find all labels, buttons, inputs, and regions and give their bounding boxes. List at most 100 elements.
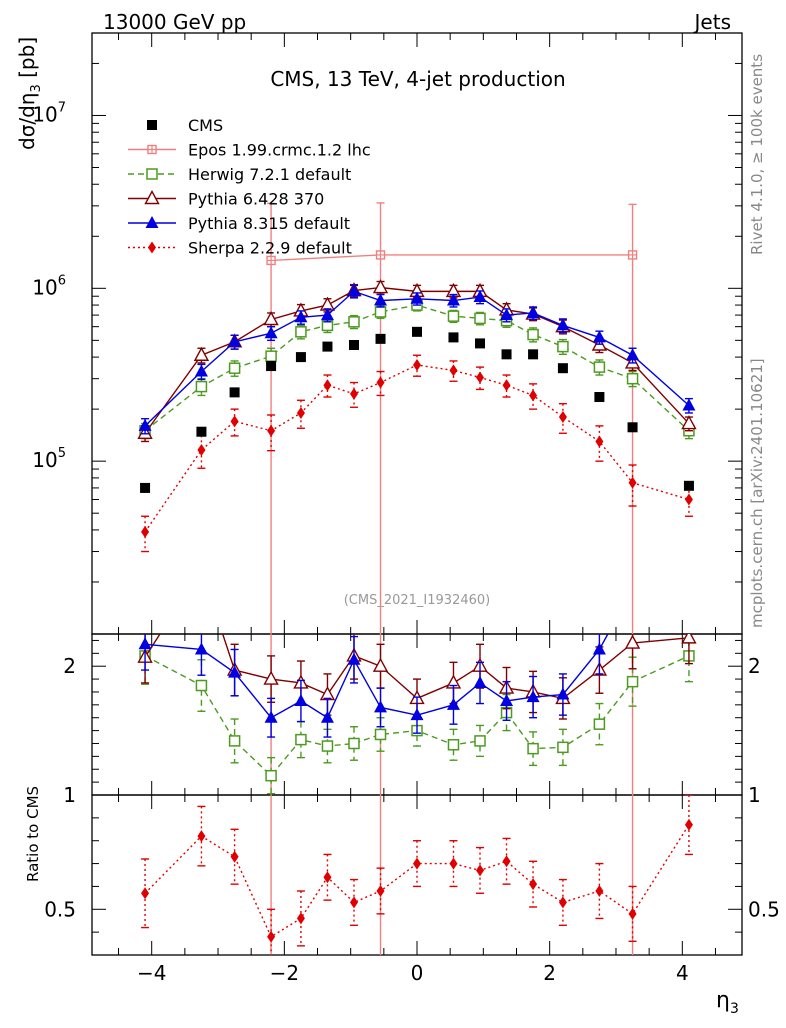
data-point-cms — [557, 363, 568, 374]
data-point-herwig — [557, 340, 569, 353]
data-point-pythia8 — [320, 710, 334, 723]
data-point-cms — [348, 339, 359, 350]
series-pythia8 — [138, 284, 696, 435]
data-point-herwig — [348, 316, 360, 328]
data-point-pythia8 — [374, 700, 388, 713]
data-point-herwig — [374, 306, 387, 318]
data-point-sherpa — [349, 896, 358, 909]
data-point-sherpa — [476, 864, 485, 877]
data-point-sherpa — [197, 444, 206, 457]
data-point-herwig — [228, 362, 241, 374]
x-tick-label: −2 — [270, 961, 299, 985]
y-tick-label: 106 — [32, 273, 66, 299]
data-point-cms — [683, 480, 694, 491]
data-point-pythia6 — [263, 311, 279, 326]
data-point-pythia6 — [372, 279, 389, 294]
data-point-sherpa — [502, 379, 511, 392]
data-point-pythia8 — [194, 642, 208, 655]
legend-item-pythia8: Pythia 8.315 default — [128, 214, 350, 233]
data-point-pythia6 — [193, 346, 210, 361]
data-point-sherpa — [230, 415, 239, 428]
data-point-sherpa — [376, 885, 385, 897]
data-point-herwig — [348, 737, 360, 750]
data-point-herwig — [557, 741, 569, 754]
data-point-cms — [448, 332, 459, 343]
data-point-pythia8 — [138, 418, 152, 431]
header-category-label: Jets — [693, 10, 731, 34]
data-point-cms — [140, 482, 151, 493]
legend-label-pythia8: Pythia 8.315 default — [188, 214, 350, 233]
data-point-pythia8 — [410, 291, 424, 304]
data-point-pythia8 — [592, 330, 606, 343]
data-point-cms — [266, 361, 277, 372]
data-point-sherpa — [141, 525, 150, 538]
data-point-pythia8 — [446, 293, 460, 306]
legend-label-cms: CMS — [188, 116, 223, 135]
data-point-pythia8 — [556, 318, 570, 331]
data-point-cms — [501, 349, 512, 360]
data-point-herwig — [527, 742, 539, 755]
data-point-pythia6 — [372, 657, 389, 672]
data-point-pythia8 — [626, 348, 640, 361]
data-point-pythia8 — [145, 216, 159, 228]
data-point-pythia8 — [592, 642, 606, 655]
x-tick-label: 2 — [543, 961, 556, 985]
data-point-sherpa — [296, 912, 305, 925]
data-point-sherpa — [230, 850, 239, 863]
ratio-y-axis-label: Ratio to CMS — [24, 786, 42, 882]
data-point-pythia6 — [681, 415, 697, 430]
data-point-sherpa — [148, 241, 156, 254]
legend-item-sherpa: Sherpa 2.2.9 default — [128, 239, 352, 258]
data-point-cms — [528, 349, 539, 360]
data-point-herwig — [295, 326, 307, 338]
ratio-tick-label: 1 — [748, 783, 761, 807]
legend-item-pythia6: Pythia 6.428 370 — [128, 190, 324, 209]
data-point-pythia8 — [526, 305, 540, 318]
data-point-cms — [594, 392, 605, 403]
data-point-sherpa — [267, 424, 276, 437]
data-point-pythia8 — [682, 398, 696, 411]
data-point-pythia8 — [473, 290, 487, 303]
legend-label-sherpa: Sherpa 2.2.9 default — [188, 239, 352, 258]
series-cms — [140, 326, 694, 493]
data-point-pythia6 — [624, 634, 641, 649]
main-plot-area — [137, 202, 697, 634]
data-point-sherpa — [413, 359, 421, 372]
data-point-herwig — [195, 380, 208, 393]
ratio-upper-plot-area — [137, 563, 697, 795]
data-point-sherpa — [449, 364, 458, 377]
data-point-sherpa — [413, 857, 421, 870]
rivet-label: Rivet 4.1.0, ≥ 100k events — [748, 54, 766, 255]
header-energy-label: 13000 GeV pp — [103, 10, 246, 34]
data-point-pythia6 — [144, 190, 160, 205]
plot-title: CMS, 13 TeV, 4-jet production — [270, 67, 565, 91]
legend: CMS Epos 1.99.crmc.1.2 lhc Herwig 7.2.1 de… — [128, 116, 371, 258]
data-point-pythia8 — [320, 308, 334, 321]
legend-item-cms: CMS — [147, 116, 223, 135]
ratio-lower-plot-area — [141, 795, 693, 955]
data-point-sherpa — [529, 389, 538, 402]
data-point-pythia6 — [195, 563, 208, 575]
data-point-sherpa — [558, 411, 567, 424]
legend-label-herwig: Herwig 7.2.1 default — [188, 165, 351, 184]
data-point-sherpa — [529, 878, 538, 891]
data-point-herwig — [626, 675, 639, 688]
data-point-pythia8 — [473, 675, 487, 688]
data-point-sherpa — [502, 855, 511, 868]
x-tick-label: 0 — [411, 961, 424, 985]
data-point-sherpa — [595, 885, 604, 897]
data-point-pythia6 — [681, 634, 697, 644]
data-point-sherpa — [349, 387, 358, 400]
data-point-herwig — [527, 328, 539, 341]
x-tick-label: 4 — [676, 961, 689, 985]
data-point-pythia8 — [294, 310, 308, 323]
data-point-pythia8 — [264, 326, 278, 339]
data-point-pythia8 — [138, 637, 152, 650]
x-axis-label: η3 — [716, 988, 739, 1017]
data-point-sherpa — [628, 476, 637, 489]
series-sherpa — [141, 354, 693, 553]
series-line-sherpa — [144, 824, 690, 938]
ratio-tick-label: 0.5 — [44, 897, 76, 921]
data-point-pythia8 — [228, 665, 242, 678]
